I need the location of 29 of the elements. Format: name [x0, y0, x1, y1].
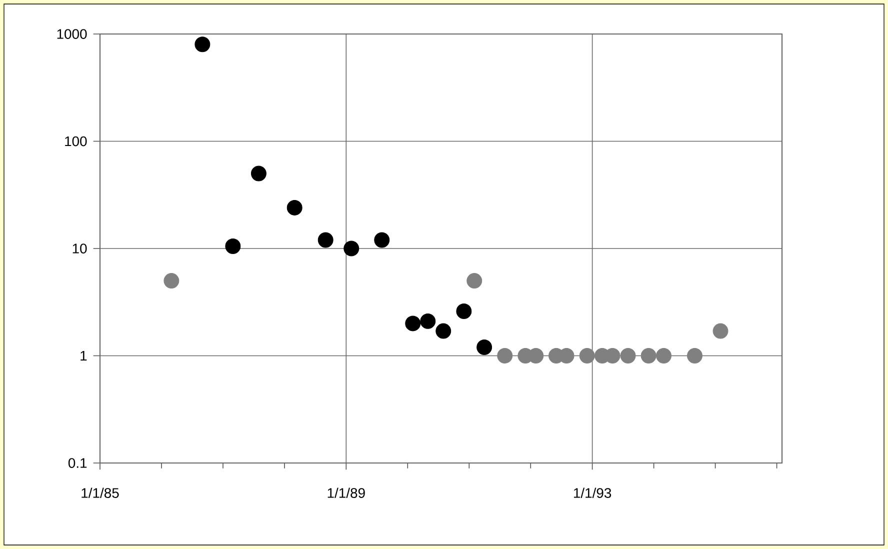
point [712, 323, 728, 339]
point [466, 273, 482, 289]
point [656, 348, 672, 364]
point [194, 36, 210, 52]
point [476, 340, 492, 355]
y-tick-label: 10 [72, 244, 87, 254]
point [420, 313, 436, 329]
point [164, 273, 180, 289]
y-tick-label: 1 [80, 350, 87, 361]
x-tick-label: 1/1/93 [574, 488, 612, 498]
point [286, 200, 302, 216]
point [318, 232, 334, 248]
point [225, 238, 241, 254]
y-tick-label: 0.1 [68, 458, 87, 468]
y-tick-label: 1000 [57, 29, 87, 39]
point [456, 304, 472, 319]
point [579, 348, 595, 364]
x-tick-label: 1/1/85 [82, 488, 119, 498]
y-tick-label: 100 [65, 136, 87, 146]
point [497, 348, 513, 364]
point [640, 348, 656, 364]
point [344, 240, 360, 256]
x-tick-label: 1/1/89 [328, 488, 365, 498]
point [620, 348, 636, 364]
point [687, 348, 702, 364]
point [436, 323, 452, 339]
point [405, 316, 421, 332]
point [374, 232, 390, 248]
point [250, 166, 266, 182]
